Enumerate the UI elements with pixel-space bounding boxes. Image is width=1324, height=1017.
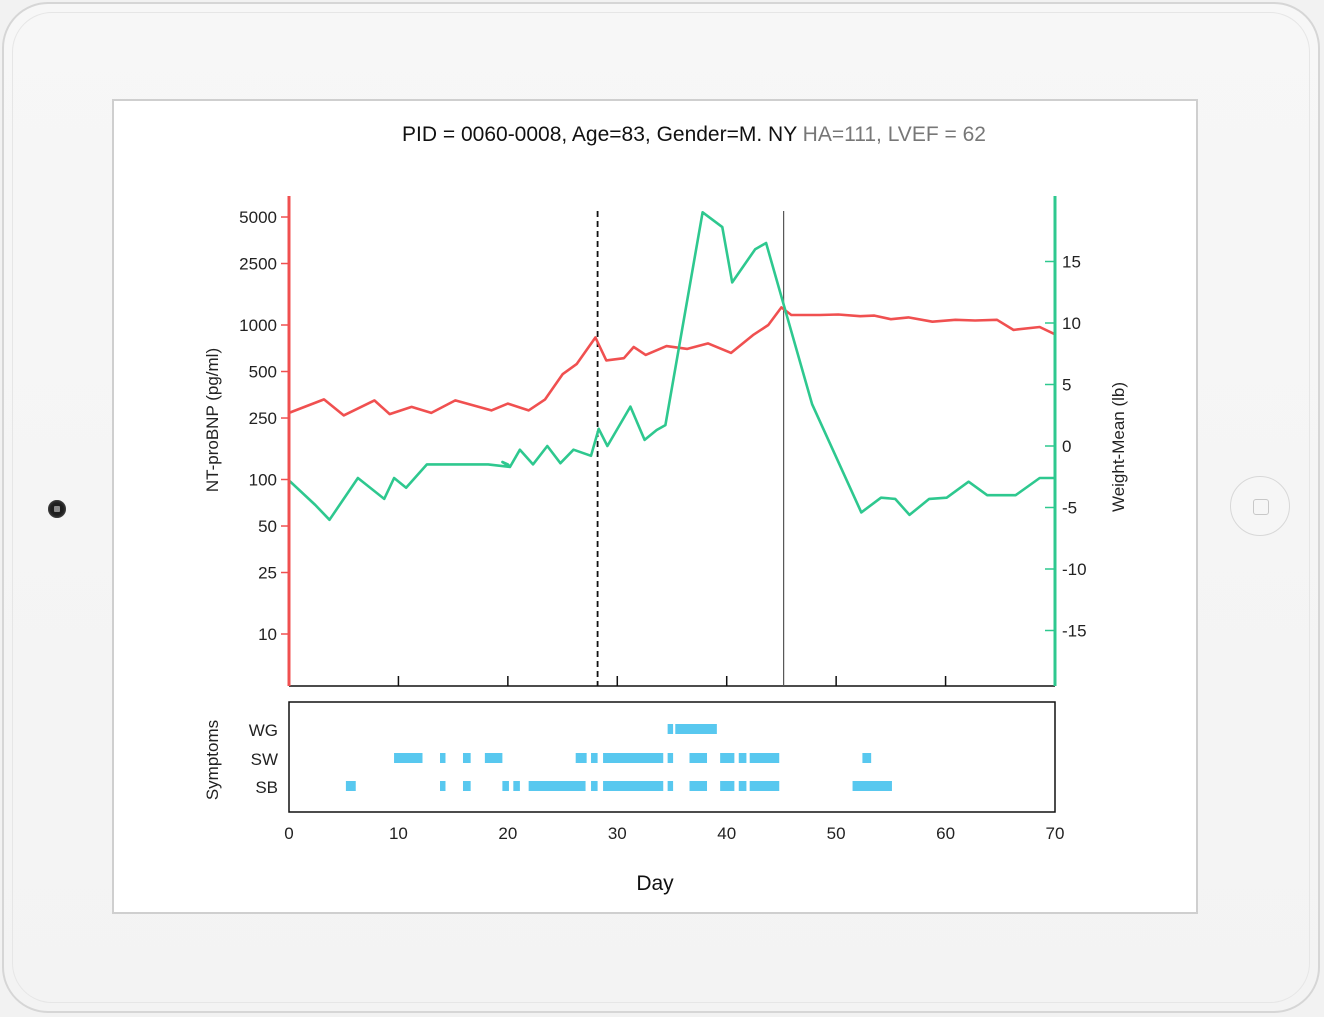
y-left-tick-label: 250 [249,409,277,428]
symptom-interval-bar [720,781,735,791]
symptom-interval-bar [345,781,356,791]
symptom-interval-bar [394,753,423,763]
symptom-row-label: SB [255,778,278,797]
y-right-tick-label: 10 [1062,314,1081,333]
y-left-tick-label: 1000 [239,316,277,335]
chart-title-main: PID = 0060-0008, Age=83, Gender=M. NY [402,123,797,146]
symptom-interval-bar [591,781,598,791]
symptoms-label: Symptoms [203,720,222,800]
x-tick-label: 70 [1046,824,1065,843]
symptom-interval-bar [689,753,708,763]
tablet-bezel [12,12,1310,1003]
symptoms-panel [288,701,1056,813]
symptom-interval-bar [689,781,708,791]
x-tick-label: 20 [498,824,517,843]
y-right-label: Weight-Mean (lb) [1109,382,1128,512]
ntprobnp-series-line [288,306,1056,417]
y-right-tick-label: -15 [1062,622,1087,641]
symptom-interval-bar [591,753,598,763]
symptom-interval-bar [749,781,780,791]
symptom-interval-bar [440,753,446,763]
y-left-tick-label: 100 [249,471,277,490]
symptom-interval-bar [502,781,509,791]
y-left-label: NT-proBNP (pg/ml) [203,348,222,492]
symptom-interval-bar [738,781,747,791]
x-tick-label: 50 [827,824,846,843]
symptom-interval-bar [484,753,503,763]
symptom-interval-bar [528,781,586,791]
y-right-tick-label: 5 [1062,376,1071,395]
symptom-interval-bar [862,753,872,763]
patient-chart: PID = 0060-0008, Age=83, Gender=M. NY HA… [203,123,1128,895]
y-left-tick-label: 25 [258,564,277,583]
y-right-tick-label: -10 [1062,560,1087,579]
symptom-interval-bar [440,781,446,791]
y-right-tick-label: 0 [1062,437,1071,456]
x-tick-label: 40 [717,824,736,843]
y-right-tick-label: 15 [1062,253,1081,272]
y-left-tick-label: 5000 [239,208,277,227]
x-tick-label: 30 [608,824,627,843]
y-left-tick-label: 2500 [239,255,277,274]
symptom-interval-bar [603,781,664,791]
y-left-tick-label: 500 [249,363,277,382]
x-tick-label: 60 [936,824,955,843]
symptom-interval-bar [852,781,892,791]
symptom-interval-bar [720,753,735,763]
symptom-interval-bar [513,781,520,791]
symptom-interval-bar [738,753,747,763]
camera-icon [48,500,66,518]
symptom-interval-bar [603,753,664,763]
symptom-interval-bar [667,724,674,734]
y-left-tick-label: 10 [258,625,277,644]
symptom-row-label: SW [251,750,278,769]
symptom-interval-bar [575,753,587,763]
home-button[interactable] [1230,476,1290,536]
symptom-interval-bar [667,753,674,763]
chart-title-extra: HA=111, LVEF = 62 [797,123,986,146]
x-axis-label: Day [636,872,674,895]
x-tick-label: 10 [389,824,408,843]
symptom-interval-bar [749,753,780,763]
x-tick-label: 0 [284,824,293,843]
symptom-row-label: WG [249,721,278,740]
chart-title: PID = 0060-0008, Age=83, Gender=M. NY HA… [402,123,986,146]
symptom-interval-bar [462,753,471,763]
y-right-tick-label: -5 [1062,499,1077,518]
weight-series-line [288,211,1055,522]
symptom-interval-bar [462,781,471,791]
chart-screen: PID = 0060-0008, Age=83, Gender=M. NY HA… [112,99,1198,914]
symptom-interval-bar [675,724,717,734]
symptom-interval-bar [667,781,674,791]
y-left-tick-label: 50 [258,517,277,536]
